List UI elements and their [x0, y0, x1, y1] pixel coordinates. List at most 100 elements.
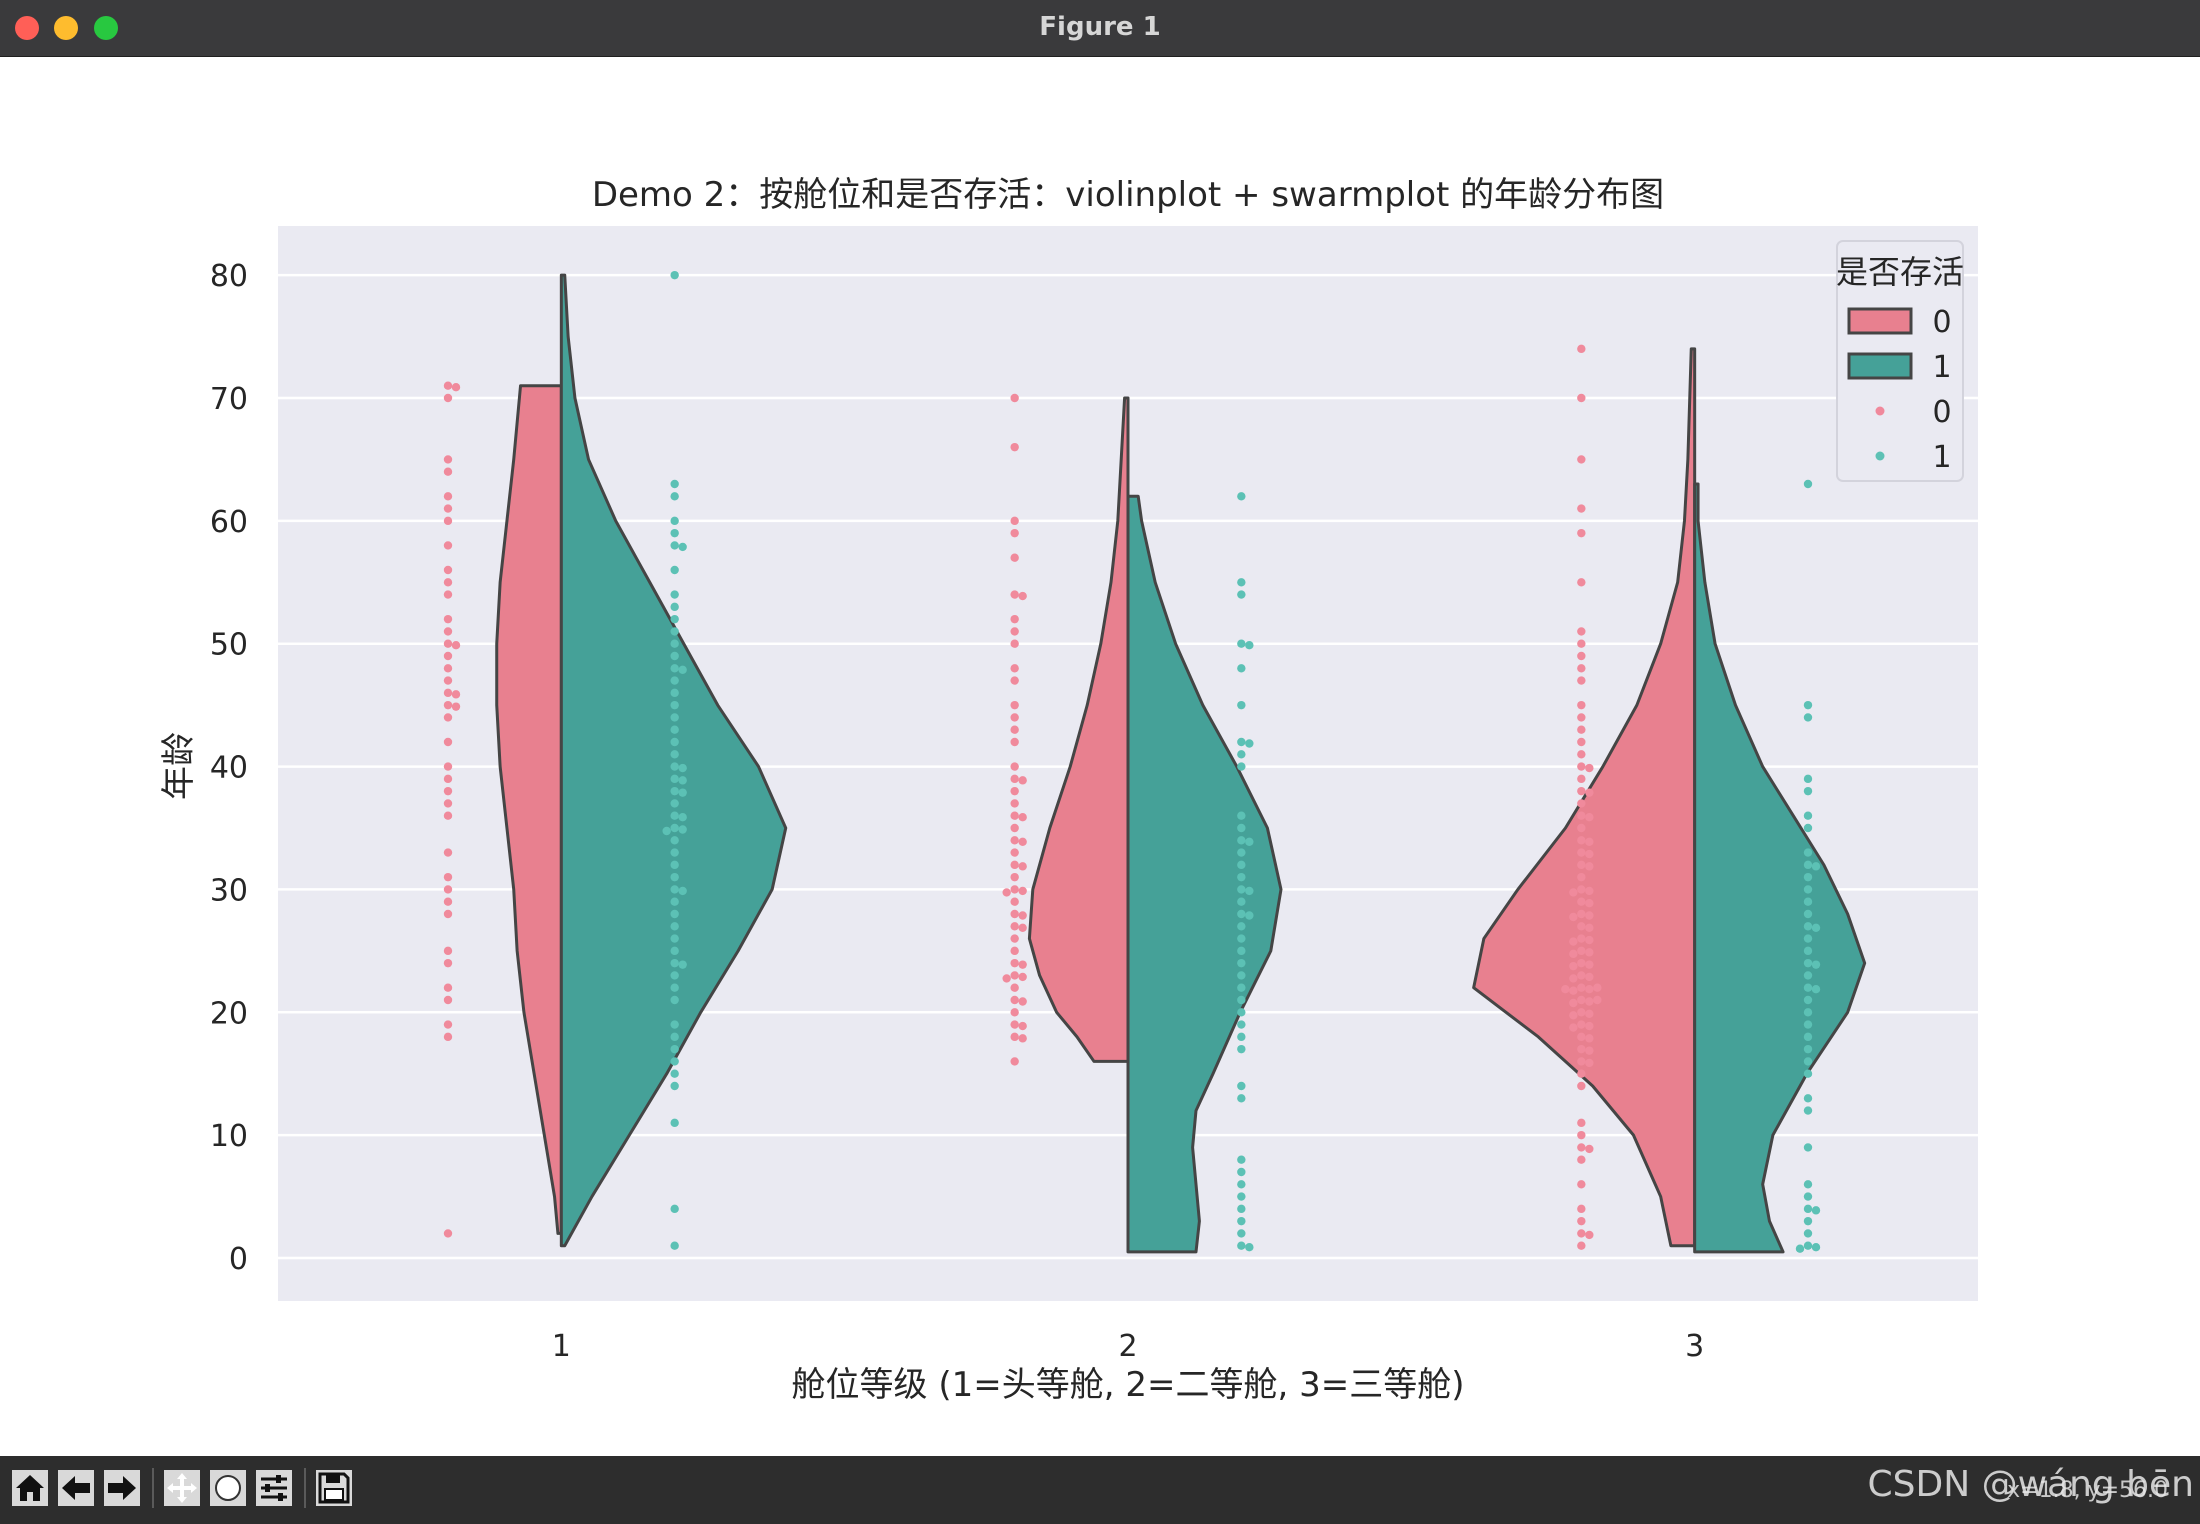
swarm-point [1577, 786, 1586, 796]
home-icon[interactable] [8, 1466, 52, 1510]
swarm-point [1803, 897, 1813, 906]
minimize-window-button[interactable] [54, 16, 78, 40]
y-tick-label: 70 [210, 382, 248, 417]
y-tick-label: 80 [210, 259, 248, 294]
swarm-point [443, 909, 453, 919]
swarm-point [443, 664, 453, 673]
swarm-point [670, 614, 679, 624]
swarm-point [443, 565, 453, 575]
swarm-point [670, 823, 679, 833]
y-tick-label: 20 [210, 996, 248, 1031]
swarm-point [1585, 1046, 1594, 1055]
swarm-point [1010, 958, 1019, 968]
legend-marker [1875, 406, 1885, 416]
swarm-point [1803, 774, 1813, 784]
swarm-point [1237, 995, 1246, 1005]
swarm-point [1593, 995, 1602, 1005]
swarm-point [1577, 1130, 1586, 1140]
swarm-point [670, 971, 679, 980]
swarm-point [1245, 641, 1254, 650]
swarm-point [1803, 860, 1813, 870]
swarm-point [678, 813, 687, 822]
swarm-point [1010, 995, 1019, 1005]
swarm-point [1237, 983, 1246, 992]
swarm-point [1585, 899, 1594, 908]
swarm-point [1577, 811, 1586, 820]
swarm-point [1577, 922, 1586, 931]
swarm-point [1010, 909, 1019, 919]
swarm-point [1577, 1044, 1586, 1054]
swarm-point [443, 381, 453, 390]
swarm-point [1803, 848, 1813, 857]
save-icon[interactable] [312, 1466, 356, 1510]
swarm-point [1018, 813, 1027, 822]
swarm-point [1803, 1106, 1813, 1115]
swarm-point [670, 1204, 679, 1214]
swarm-point [1803, 995, 1813, 1005]
swarm-point [1237, 971, 1246, 980]
close-window-button[interactable] [15, 16, 39, 40]
swarm-point [1803, 1229, 1813, 1238]
swarm-point [1237, 909, 1246, 919]
swarm-point [678, 788, 687, 797]
swarm-point [1803, 786, 1813, 796]
swarm-point [1803, 872, 1813, 882]
swarm-point [1237, 737, 1246, 747]
swarm-point [1585, 935, 1594, 945]
swarm-point [451, 690, 461, 699]
swarm-point [1237, 1032, 1246, 1042]
swarm-point [443, 1229, 453, 1238]
swarm-point [670, 1241, 679, 1250]
swarm-point [670, 872, 679, 882]
back-icon[interactable] [54, 1466, 98, 1510]
pan-icon[interactable] [160, 1466, 204, 1510]
swarm-point [670, 676, 679, 685]
legend-patch [1847, 307, 1913, 335]
swarm-point [1237, 492, 1246, 501]
swarm-point [1569, 998, 1578, 1008]
swarm-point [1585, 997, 1594, 1006]
swarm-point [670, 492, 679, 501]
swarm-point [1237, 639, 1246, 648]
swarm-point [1585, 849, 1594, 859]
swarm-point [670, 897, 679, 906]
swarm-point [1245, 886, 1254, 896]
swarm-point [1577, 528, 1586, 538]
swarm-point [1010, 1008, 1019, 1017]
swarm-point [1018, 923, 1027, 932]
swarm-point [1577, 676, 1586, 685]
swarm-point [670, 602, 679, 612]
swarm-point [1010, 786, 1019, 796]
swarm-point [1010, 676, 1019, 685]
maximize-window-button[interactable] [94, 16, 118, 40]
configure-subplots-icon[interactable] [252, 1466, 296, 1510]
swarm-point [443, 762, 453, 771]
swarm-point [1577, 750, 1586, 759]
swarm-point [1577, 1069, 1586, 1078]
toolbar-separator [304, 1468, 306, 1508]
swarm-point [1569, 974, 1578, 983]
swarm-point [1237, 700, 1246, 710]
swarm-point [1018, 776, 1027, 785]
swarm-point [1803, 934, 1813, 943]
swarm-point [443, 639, 453, 648]
swarm-point [1010, 393, 1019, 403]
swarm-point [1237, 664, 1246, 673]
x-tick-label: 2 [1118, 1329, 1137, 1364]
swarm-point [1237, 1180, 1246, 1189]
swarm-point [1577, 762, 1586, 771]
swarm-point [1577, 909, 1586, 919]
swarm-point [1237, 1155, 1246, 1164]
swarm-point [1803, 1044, 1813, 1054]
swarm-point [1237, 897, 1246, 906]
swarm-point [670, 713, 679, 722]
swarm-point [670, 516, 679, 526]
forward-icon[interactable] [100, 1466, 144, 1510]
swarm-point [1237, 1229, 1246, 1238]
swarm-point [1237, 823, 1246, 833]
swarm-point [443, 811, 453, 820]
swarm-point [1018, 997, 1027, 1006]
swarm-point [670, 934, 679, 943]
zoom-icon[interactable] [206, 1466, 250, 1510]
